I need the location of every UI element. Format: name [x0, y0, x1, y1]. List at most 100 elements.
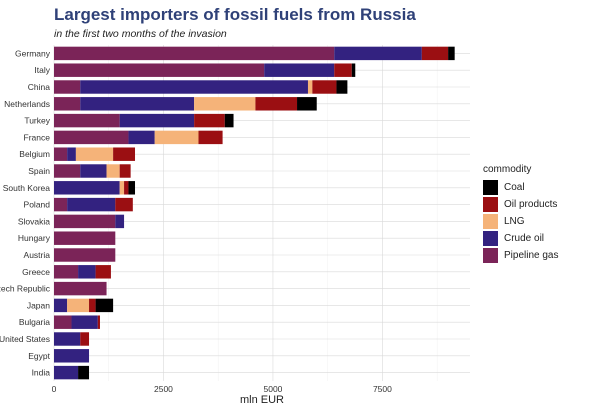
- bar-crude-oil: [54, 365, 79, 380]
- legend-swatch: [483, 214, 498, 229]
- bar-crude-oil: [80, 97, 195, 111]
- legend-swatch: [483, 180, 498, 195]
- y-tick-label: India: [32, 368, 51, 378]
- bar-crude-oil: [264, 63, 335, 77]
- y-tick-label: Spain: [28, 166, 50, 176]
- bar-coal: [78, 365, 90, 380]
- y-tick-label: United States: [0, 334, 50, 344]
- y-tick-label: France: [24, 132, 51, 142]
- y-tick-label: Austria: [24, 250, 51, 260]
- bar-crude-oil: [71, 315, 98, 329]
- bar-oil-products: [80, 332, 90, 346]
- legend: commodity Coal Oil products LNG Crude oil Pi…: [483, 164, 558, 264]
- legend-label: Crude oil: [504, 233, 545, 244]
- bar-pipeline-gas: [54, 164, 81, 178]
- chart-title: Largest importers of fossil fuels from R…: [54, 5, 416, 24]
- x-tick-label: 5000: [263, 384, 282, 394]
- bar-pipeline-gas: [54, 265, 79, 279]
- bar-crude-oil: [80, 164, 107, 178]
- bar-pipeline-gas: [54, 63, 265, 77]
- bar-oil-products: [124, 181, 129, 195]
- x-tick-label: 0: [52, 384, 57, 394]
- y-tick-label: Poland: [24, 200, 51, 210]
- legend-title: commodity: [483, 164, 532, 175]
- y-tick-label: Netherlands: [4, 99, 50, 109]
- bar-oil-products: [95, 265, 111, 279]
- x-axis-label: mln EUR: [240, 394, 284, 406]
- bar-crude-oil: [54, 298, 68, 313]
- bar-lng: [154, 130, 199, 145]
- bar-crude-oil: [80, 80, 308, 94]
- bar-coal: [336, 80, 348, 94]
- legend-swatch: [483, 231, 498, 246]
- bar-pipeline-gas: [54, 231, 116, 245]
- bar-coal: [95, 298, 114, 313]
- y-tick-label: South Korea: [3, 183, 51, 193]
- y-tick-label: Italy: [34, 65, 50, 75]
- bar-crude-oil: [78, 265, 96, 279]
- legend-item-oil-products: Oil products: [483, 196, 558, 213]
- bar-crude-oil: [54, 332, 81, 346]
- bar-oil-products: [198, 130, 223, 145]
- bar-pipeline-gas: [54, 315, 72, 329]
- legend-item-coal: Coal: [483, 179, 558, 196]
- y-tick-label: Japan: [27, 300, 50, 310]
- bar-pipeline-gas: [54, 113, 120, 128]
- bar-lng: [106, 164, 120, 178]
- bar-pipeline-gas: [54, 80, 81, 94]
- bar-pipeline-gas: [54, 46, 335, 61]
- legend-label: Coal: [504, 182, 525, 193]
- bar-pipeline-gas: [54, 214, 116, 229]
- bar-crude-oil: [54, 181, 120, 195]
- y-tick-label: Turkey: [24, 116, 50, 126]
- bar-oil-products: [119, 164, 131, 178]
- bar-oil-products: [334, 63, 352, 77]
- bar-pipeline-gas: [54, 248, 116, 262]
- chart-subtitle: in the first two months of the invasion: [54, 28, 227, 40]
- bar-coal: [128, 181, 136, 195]
- legend-swatch: [483, 197, 498, 212]
- y-tick-label: Hungary: [18, 233, 51, 243]
- y-tick-label: Belgium: [19, 149, 50, 159]
- bar-pipeline-gas: [54, 130, 129, 145]
- bar-lng: [194, 97, 256, 111]
- y-tick-label: zech Republic: [0, 284, 51, 294]
- y-tick-label: Egypt: [28, 351, 50, 361]
- legend-label: Oil products: [504, 199, 558, 210]
- y-tick-label: China: [28, 82, 50, 92]
- bar-crude-oil: [119, 113, 195, 128]
- y-tick-label: Germany: [15, 48, 51, 58]
- x-tick-label: 7500: [373, 384, 392, 394]
- bar-lng: [75, 147, 114, 161]
- legend-label: Pipeline gas: [504, 250, 559, 261]
- bar-lng: [67, 298, 90, 313]
- bar-lng: [307, 80, 313, 94]
- bar-oil-products: [115, 197, 133, 212]
- y-tick-label: Bulgaria: [19, 317, 50, 327]
- bar-oil-products: [194, 113, 225, 128]
- bar-pipeline-gas: [54, 147, 68, 161]
- bar-oil-products: [255, 97, 298, 111]
- plot-background: [54, 45, 470, 381]
- bar-oil-products: [97, 315, 100, 329]
- y-tick-label: Slovakia: [18, 216, 50, 226]
- bar-crude-oil: [54, 349, 90, 363]
- legend-item-pipeline-gas: Pipeline gas: [483, 247, 558, 264]
- bar-pipeline-gas: [54, 281, 107, 296]
- legend-label: LNG: [504, 216, 525, 227]
- bar-oil-products: [312, 80, 337, 94]
- bar-coal: [297, 97, 317, 111]
- bar-coal: [448, 46, 455, 61]
- legend-item-lng: LNG: [483, 213, 558, 230]
- bar-oil-products: [421, 46, 449, 61]
- bar-crude-oil: [334, 46, 422, 61]
- y-tick-label: Greece: [22, 267, 50, 277]
- bar-crude-oil: [115, 214, 125, 229]
- bar-lng: [119, 181, 125, 195]
- bar-crude-oil: [128, 130, 155, 145]
- bar-coal: [224, 113, 234, 128]
- bar-pipeline-gas: [54, 197, 68, 212]
- bar-coal: [351, 63, 356, 77]
- bar-crude-oil: [67, 197, 116, 212]
